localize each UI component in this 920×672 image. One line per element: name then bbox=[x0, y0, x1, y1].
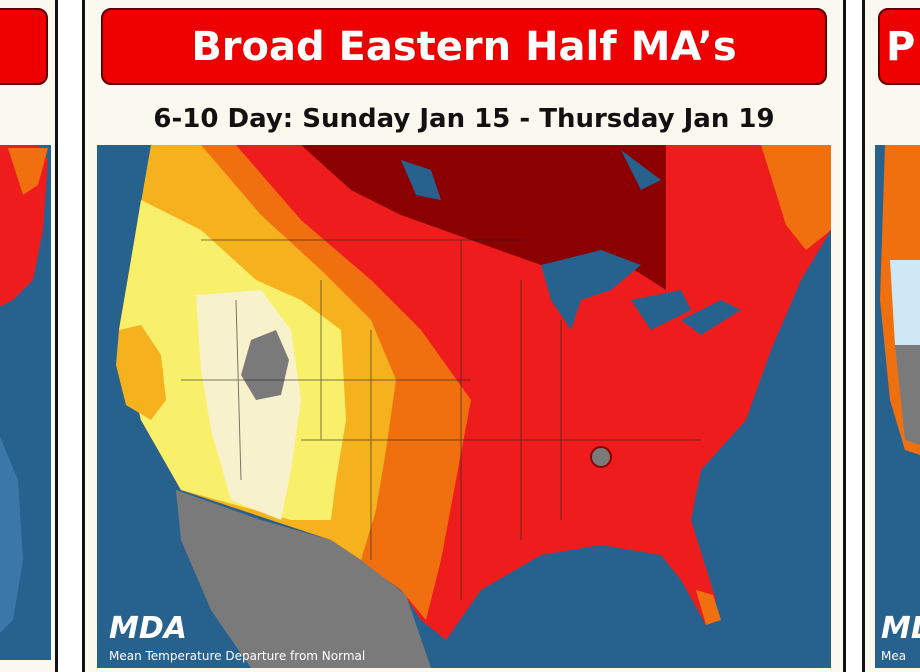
map: MDA Mea bbox=[875, 145, 920, 668]
caption-fragment: Mea bbox=[881, 649, 906, 663]
logo-fragment: MDA bbox=[881, 611, 920, 646]
logo: MDA bbox=[109, 611, 187, 646]
title: Broad Eastern Half MA’s bbox=[191, 23, 737, 70]
map bbox=[0, 145, 51, 660]
title-fragment: P bbox=[886, 23, 916, 70]
map: MDA Mean Temperature Departure from Norm… bbox=[97, 145, 831, 668]
title-bar: Broad Eastern Half MA’s bbox=[101, 8, 827, 85]
right-panel: P MDA Mea bbox=[862, 0, 920, 672]
title-bar bbox=[0, 8, 48, 85]
subtitle: 6-10 Day: Sunday Jan 15 - Thursday Jan 1… bbox=[153, 104, 775, 134]
left-panel bbox=[0, 0, 58, 672]
title-bar: P bbox=[878, 8, 920, 85]
caption: Mean Temperature Departure from Normal bbox=[109, 649, 365, 663]
main-panel: Broad Eastern Half MA’s 6-10 Day: Sunday… bbox=[82, 0, 846, 672]
